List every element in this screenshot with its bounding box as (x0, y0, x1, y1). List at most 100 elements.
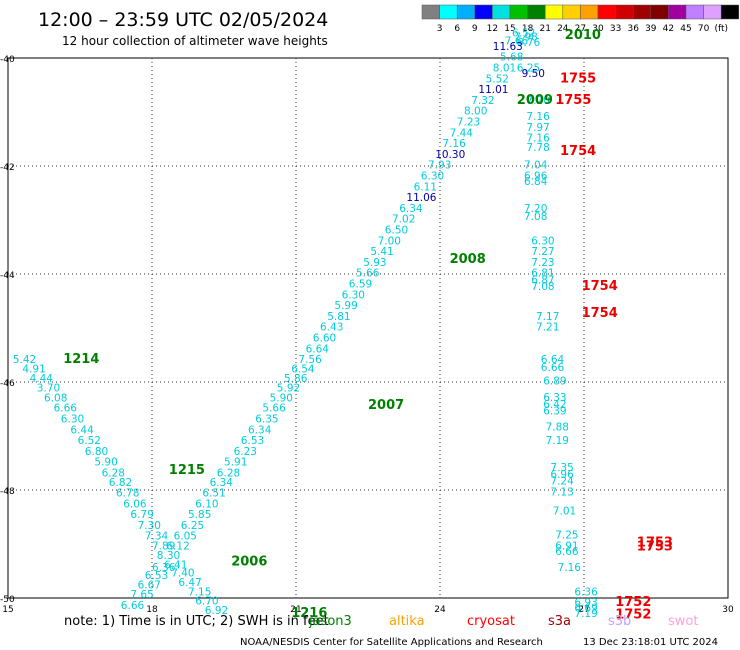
wave-height-label: 6.28 (102, 468, 125, 480)
legend-entry-jason3: jason3 (308, 614, 352, 629)
wave-height-label: 6.47 (178, 577, 201, 589)
colorbar-swatch (580, 4, 599, 20)
y-tick-label: -40 (0, 55, 15, 65)
colorbar-swatch (527, 4, 546, 20)
wave-height-label: 6.30 (421, 171, 444, 183)
wave-height-label: 6.08 (44, 392, 67, 404)
wave-height-label: 5.66 (356, 268, 380, 280)
wave-height-label: 11.63 (493, 41, 523, 53)
orbit-time-label: 2010 (565, 28, 601, 43)
wave-height-label: 7.21 (536, 322, 559, 334)
colorbar-label: 42 (663, 24, 674, 34)
colorbar-label: 15 (504, 24, 515, 34)
colorbar-swatch (720, 4, 740, 20)
colorbar-swatch (456, 4, 476, 20)
wave-height-label: 7.65 (130, 589, 153, 601)
legend-entry-cryosat: cryosat (467, 614, 515, 629)
wave-height-label: 6.51 (202, 487, 225, 499)
wave-height-label: 6.44 (70, 424, 94, 436)
legend-entry-s3a: s3a (548, 614, 571, 629)
wave-height-label: 6.60 (313, 333, 336, 345)
wave-height-label: 5.41 (370, 246, 393, 258)
grid-lines (8, 58, 728, 598)
wave-height-label: 6.30 (342, 289, 365, 301)
wave-height-label: 6.79 (130, 509, 153, 521)
wave-height-label: 6.33 (543, 392, 566, 404)
wave-height-label: 7.13 (550, 486, 573, 498)
colorbar-label: 3 (437, 24, 443, 34)
wave-height-label: 6.30 (61, 414, 84, 426)
wave-height-label: 6.41 (164, 559, 187, 571)
wave-height-label: 6.81 (531, 268, 554, 280)
wave-height-label: 6.06 (123, 498, 147, 510)
wave-height-label: 6.87 (531, 275, 554, 287)
colorbar-label: 9 (472, 24, 478, 34)
colorbar-label: 39 (645, 24, 657, 34)
wave-height-label: 7.27 (531, 246, 554, 258)
x-tick-label: 24 (434, 605, 446, 615)
footer-credit: NOAA/NESDIS Center for Satellite Applica… (240, 637, 543, 648)
wave-height-label: 11.01 (478, 84, 508, 96)
wave-height-label: 6.36 (574, 586, 598, 598)
y-tick-label: -46 (0, 379, 15, 389)
colorbar-label: 21 (539, 24, 550, 34)
wave-height-label: 5.42 (13, 354, 36, 366)
wave-height-label: 7.16 (526, 133, 550, 145)
y-tick-label: -44 (0, 271, 15, 281)
wave-height-label: 5.99 (334, 300, 357, 312)
colorbar-swatch (703, 4, 722, 20)
colorbar-swatch (439, 4, 458, 20)
wave-height-label: 7.16 (442, 138, 466, 150)
wave-height-label: 5.90 (94, 457, 117, 469)
wave-height-label: 5.93 (363, 257, 386, 269)
wave-height-label: 7.08 (524, 211, 547, 223)
wave-height-label: 7.16 (558, 562, 582, 574)
y-tick-label: -42 (0, 163, 15, 173)
wave-height-label: 4.91 (22, 363, 45, 375)
wave-height-label: 6.89 (543, 376, 566, 388)
wave-height-label: 6.05 (174, 531, 197, 543)
orbit-time-label: 1753 (637, 536, 673, 551)
wave-height-label: 6.11 (414, 181, 437, 193)
wave-height-label: 6.52 (78, 435, 101, 447)
wave-height-label: 6.92 (205, 605, 228, 617)
colorbar-swatch (421, 4, 440, 20)
y-tick-label: -48 (0, 487, 15, 497)
y-tick-label: -50 (0, 595, 15, 605)
wave-height-label: 6.36 (152, 562, 176, 574)
wave-height-label: 6.64 (306, 343, 330, 355)
colorbar-label: 18 (522, 24, 534, 34)
wave-height-label: 7.44 (450, 127, 474, 139)
wave-height-label: 6.80 (85, 446, 108, 458)
wave-height-label: 5.66 (262, 403, 286, 415)
orbit-time-label: 1755 (555, 93, 591, 108)
wave-height-label: 6.66 (54, 403, 78, 415)
wave-height-label: 6.96 (524, 171, 548, 183)
orbit-time-label: 1754 (560, 144, 596, 159)
colorbar-swatch (597, 4, 616, 20)
wave-height-label: 6.70 (195, 595, 218, 607)
wave-height-label: 7.97 (526, 122, 549, 134)
orbit-time-label: 1754 (582, 306, 618, 321)
orbit-time-label: 1752 (615, 595, 651, 610)
y-tick-labels: -40 -42 -44 -46 -48 -50 (0, 55, 15, 605)
wave-height-label: 6.43 (320, 322, 343, 334)
wave-height-label: 6.12 (166, 540, 189, 552)
colorbar-unit: (ft) (714, 24, 728, 34)
orbit-time-label: 1755 (560, 71, 596, 86)
wave-height-label: 7.88 (546, 422, 569, 434)
wave-height-label: 4.44 (30, 373, 54, 385)
wave-height-label: 6.69 (574, 603, 597, 615)
colorbar-label: 30 (592, 24, 604, 34)
wave-height-label: 6.84 (524, 176, 548, 188)
wave-height-label: 9.50 (522, 68, 545, 80)
wave-height-label: 6.96 (550, 469, 574, 481)
wave-height-label: 6.91 (555, 540, 578, 552)
wave-height-label: 6.76 (517, 37, 541, 49)
wave-height-label: 7.20 (524, 203, 547, 215)
wave-height-label: 8.30 (157, 550, 180, 562)
legend-entry-swot: swot (668, 614, 698, 629)
colorbar-swatch (650, 4, 669, 20)
orbit-time-label: 2007 (368, 398, 404, 413)
colorbar-label: 33 (610, 24, 621, 34)
